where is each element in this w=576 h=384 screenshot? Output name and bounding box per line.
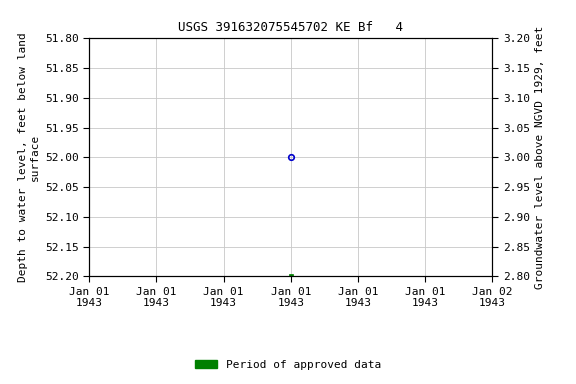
- Y-axis label: Depth to water level, feet below land
surface: Depth to water level, feet below land su…: [18, 33, 40, 282]
- Y-axis label: Groundwater level above NGVD 1929, feet: Groundwater level above NGVD 1929, feet: [536, 26, 545, 289]
- Title: USGS 391632075545702 KE Bf   4: USGS 391632075545702 KE Bf 4: [179, 22, 403, 35]
- Legend: Period of approved data: Period of approved data: [191, 356, 385, 375]
